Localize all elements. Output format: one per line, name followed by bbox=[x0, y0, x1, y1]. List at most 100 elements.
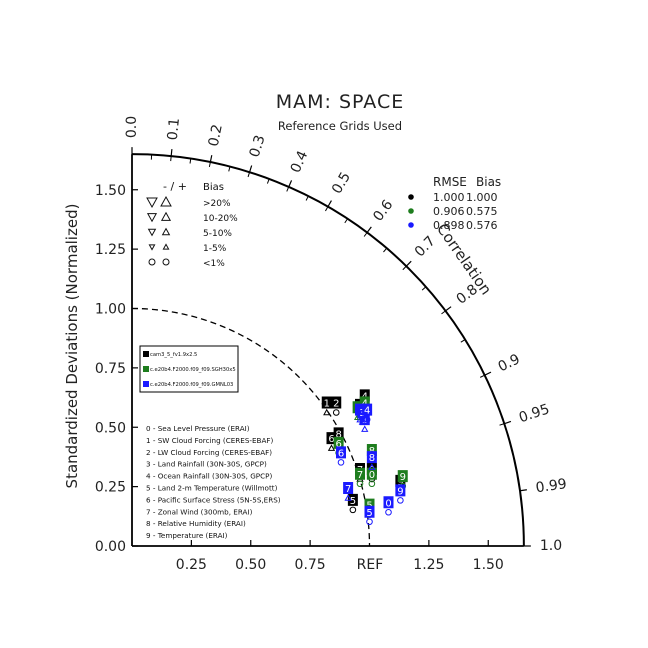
data-point-label: 8 bbox=[369, 453, 375, 464]
case-legend-box bbox=[139, 345, 239, 393]
rmse-color-dot bbox=[408, 222, 414, 228]
data-point-label: 7 bbox=[357, 470, 363, 481]
corr-tick bbox=[366, 226, 372, 233]
data-point-box bbox=[359, 389, 370, 402]
data-point-label: 6 bbox=[328, 434, 334, 445]
corr-tick bbox=[445, 306, 452, 312]
rmse-value: 1.000 bbox=[433, 191, 465, 204]
y-tick-label: 1.50 bbox=[95, 183, 126, 199]
data-point-label: 8 bbox=[335, 429, 341, 440]
data-point-marker bbox=[327, 444, 336, 451]
bias-legend-label: >20% bbox=[203, 199, 231, 209]
data-point-box bbox=[366, 444, 377, 456]
data-point-box bbox=[362, 403, 373, 416]
rmse-color-dot bbox=[408, 208, 414, 214]
corr-minor-tick bbox=[441, 310, 446, 315]
bias-legend-down-icon bbox=[146, 197, 158, 209]
case-legend-label: c.e20b4.F2000.f09_f09.GMNL03 bbox=[150, 382, 233, 388]
corr-minor-tick bbox=[499, 423, 505, 426]
case-legend-label: cam3_5_fv1.9x2.5 bbox=[150, 352, 197, 358]
case-legend-swatch bbox=[143, 351, 149, 357]
x-tick-label: 0.25 bbox=[176, 557, 207, 573]
data-point-box bbox=[333, 436, 344, 449]
data-point-marker bbox=[323, 408, 331, 416]
data-point-box bbox=[364, 505, 375, 518]
data-point-box bbox=[383, 496, 394, 509]
data-point-box bbox=[355, 467, 365, 480]
bias-legend-up-icon bbox=[160, 195, 172, 207]
corr-minor-tick bbox=[228, 166, 231, 172]
corr-tick-label: 0.5 bbox=[329, 169, 354, 196]
y-tick-label: 1.00 bbox=[95, 302, 126, 318]
data-point-marker bbox=[368, 480, 376, 488]
corr-minor-tick bbox=[363, 232, 368, 237]
data-point-label: 2 bbox=[333, 399, 339, 410]
corr-minor-tick bbox=[421, 286, 427, 291]
y-axis-label: Standardized Deviations (Normalized) bbox=[63, 204, 81, 489]
corr-minor-tick bbox=[402, 265, 407, 271]
data-point-label: 0 bbox=[385, 498, 391, 509]
corr-tick bbox=[519, 489, 527, 492]
corr-minor-tick bbox=[170, 156, 172, 162]
variable-legend-item: 2 - LW Cloud Forcing (CERES-EBAF) bbox=[146, 448, 272, 457]
data-point-marker bbox=[344, 494, 352, 501]
y-tick-label: 0.75 bbox=[95, 361, 126, 377]
data-point-box bbox=[321, 396, 332, 409]
corr-tick-label: 1.0 bbox=[540, 538, 562, 554]
data-point-box bbox=[336, 446, 346, 459]
data-point-label: 9 bbox=[397, 477, 403, 488]
corr-tick-label: 0.9 bbox=[496, 351, 523, 375]
variable-legend-item: 8 - Relative Humidity (ERAI) bbox=[146, 519, 246, 528]
rmse-color-dot bbox=[408, 194, 414, 200]
corr-minor-tick bbox=[383, 247, 388, 253]
corr-minor-tick bbox=[247, 172, 251, 178]
corr-minor-tick bbox=[479, 374, 485, 378]
chart-title: MAM: SPACE bbox=[276, 91, 404, 113]
bias-legend-up-icon bbox=[162, 243, 170, 250]
x-tick-label: 0.75 bbox=[295, 557, 326, 573]
data-point-box bbox=[343, 482, 354, 494]
reference-arc bbox=[131, 307, 371, 547]
variable-legend-item: 5 - Land 2-m Temperature (Willmott) bbox=[146, 484, 278, 493]
data-point-box bbox=[366, 451, 377, 464]
data-point-box bbox=[347, 493, 358, 506]
x-tick-label: 1.25 bbox=[413, 557, 444, 573]
corr-tick bbox=[170, 149, 173, 157]
corr-minor-tick bbox=[286, 186, 290, 192]
chart-subtitle: Reference Grids Used bbox=[278, 119, 402, 133]
data-point-box bbox=[397, 470, 408, 483]
data-point-label: 6 bbox=[335, 439, 341, 450]
bias-value: 1.000 bbox=[466, 191, 498, 204]
data-point-marker bbox=[397, 497, 404, 504]
corr-tick-label: 0.3 bbox=[247, 133, 269, 159]
x-tick-label: 0.50 bbox=[235, 557, 266, 573]
data-point-label: 5 bbox=[350, 496, 356, 507]
corr-tick bbox=[405, 260, 412, 267]
bias-legend-down-icon bbox=[147, 228, 157, 237]
data-point-marker bbox=[361, 425, 369, 432]
variable-legend-item: 7 - Zonal Wind (300mb, ERAI) bbox=[146, 507, 253, 516]
corr-tick bbox=[484, 371, 492, 376]
bias-legend-up-icon bbox=[161, 227, 171, 236]
corr-tick-label: 0.1 bbox=[165, 117, 183, 141]
data-point-box bbox=[366, 467, 377, 480]
x-tick-label: 1.50 bbox=[473, 557, 504, 573]
corr-tick bbox=[209, 155, 213, 163]
data-point-label: 6 bbox=[338, 448, 344, 459]
data-point-marker bbox=[363, 416, 371, 423]
data-point-marker bbox=[332, 409, 340, 416]
corr-tick-label: 0.95 bbox=[517, 401, 552, 426]
bias-legend-down-icon bbox=[146, 213, 158, 223]
data-point-label: 7 bbox=[345, 484, 351, 495]
bias-value: 0.575 bbox=[466, 205, 498, 218]
corr-tick bbox=[248, 165, 253, 173]
variable-legend-item: 6 - Pacific Surface Stress (5N-5S,ERS) bbox=[146, 495, 281, 504]
variable-legend-item: 4 - Ocean Rainfall (30N-30S, GPCP) bbox=[146, 472, 272, 481]
data-point-marker bbox=[356, 415, 364, 423]
bias-legend-header: - / + bbox=[163, 180, 187, 193]
corr-minor-tick bbox=[344, 218, 348, 224]
y-tick-label: 0.00 bbox=[95, 539, 126, 555]
case-legend-label: c.e20b4.F2000.f09_f09.SGH30x5 bbox=[150, 367, 236, 373]
data-point-marker bbox=[358, 418, 367, 425]
